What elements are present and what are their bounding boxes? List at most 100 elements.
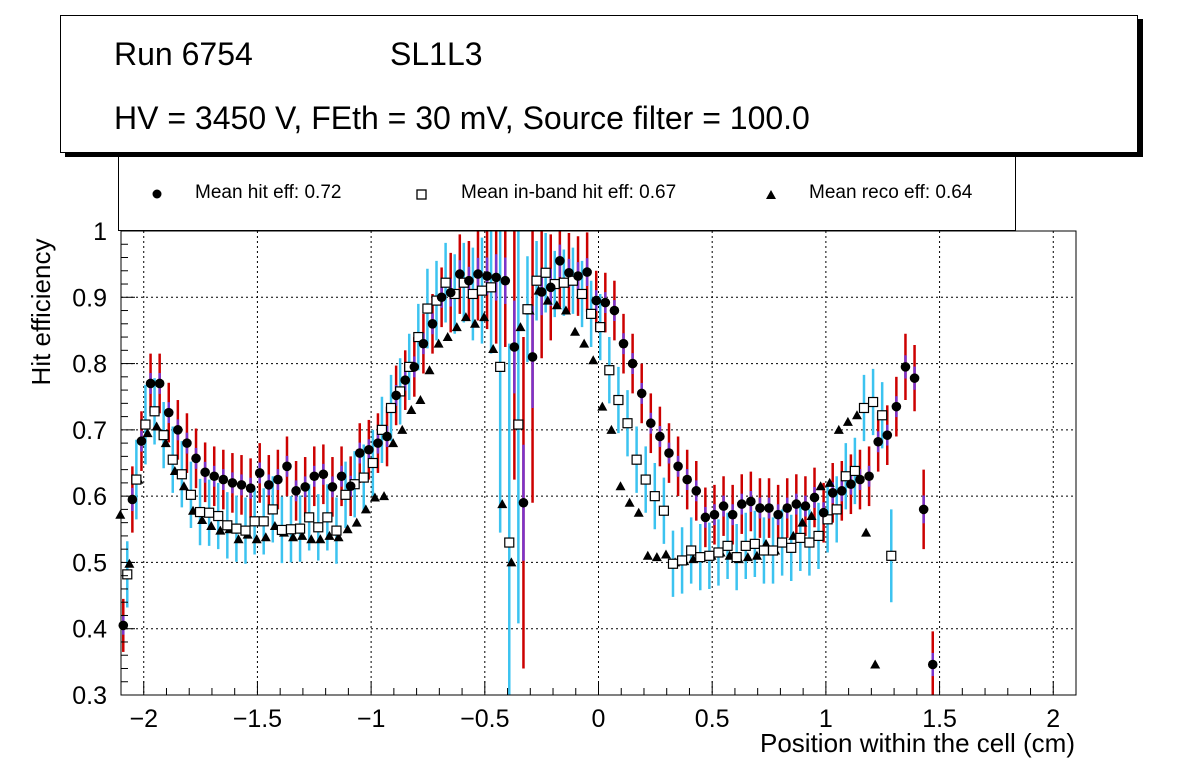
inband-eff-point [867, 396, 879, 408]
hit-eff-point [173, 425, 183, 435]
inband-eff-point [858, 402, 870, 414]
hit-eff-point [373, 438, 383, 448]
reco-eff-point [424, 365, 435, 375]
inband-eff-point [658, 505, 669, 516]
inband-eff-point [285, 524, 297, 535]
hit-eff-point [127, 494, 138, 505]
inband-eff-point [504, 537, 515, 548]
hit-eff-point [718, 501, 729, 511]
hit-eff-point [891, 401, 902, 412]
hit-eff-point [645, 418, 656, 429]
reco-eff-point [315, 534, 326, 544]
inband-eff-point [522, 304, 533, 315]
inband-eff-point [185, 489, 197, 500]
inband-eff-point [140, 419, 151, 430]
hit-eff-point [464, 275, 474, 286]
reco-eff-point [333, 532, 344, 542]
hit-eff-point [609, 305, 620, 316]
reco-eff-point [415, 395, 426, 405]
hit-eff-point [191, 453, 201, 464]
reco-eff-point [633, 507, 644, 517]
inband-eff-point [877, 410, 888, 421]
inband-eff-point [467, 288, 478, 300]
inband-eff-point [749, 538, 760, 549]
hit-eff-point [163, 407, 174, 418]
x-tick-label: 0 [592, 705, 606, 733]
reco-eff-point [851, 410, 862, 420]
inband-eff-point [213, 510, 224, 522]
reco-eff-point [351, 517, 362, 527]
hit-eff-point [345, 481, 356, 492]
inband-eff-point [676, 555, 688, 566]
y-tick-label: 0.8 [72, 351, 107, 379]
reco-eff-point [642, 550, 653, 560]
hit-eff-point [864, 471, 874, 482]
hit-eff-point [482, 271, 492, 281]
hit-eff-point [382, 431, 392, 442]
inband-eff-point [149, 406, 160, 417]
inband-eff-point [722, 540, 733, 551]
y-tick-label: 1 [93, 218, 107, 246]
hit-eff-point [800, 501, 811, 511]
legend-inband-eff: Mean in-band hit eff: 0.67 [461, 182, 677, 203]
legend-marker-triangle [766, 190, 776, 199]
inband-eff-point [367, 457, 378, 469]
inband-eff-point [558, 277, 569, 288]
reco-eff-point [460, 312, 471, 322]
x-tick-label: 0.5 [695, 705, 730, 733]
inband-eff-point [531, 275, 542, 286]
error-bars [122, 231, 934, 695]
hit-eff-point [182, 438, 192, 448]
inband-eff-point [376, 424, 388, 435]
reco-eff-point [842, 416, 853, 426]
inband-eff-point [304, 512, 315, 523]
reco-eff-point [497, 499, 508, 509]
reco-eff-point [251, 534, 262, 544]
reco-eff-point [870, 659, 881, 669]
hit-eff-point [582, 267, 592, 277]
hit-eff-point [336, 471, 347, 482]
reco-eff-point [606, 424, 617, 434]
hit-eff-point [273, 474, 283, 485]
hit-eff-point [764, 503, 774, 513]
run-number: Run 6754 [114, 36, 253, 72]
hit-eff-point [555, 256, 565, 266]
hit-eff-point [391, 390, 401, 401]
inband-eff-point [495, 361, 506, 372]
hit-eff-point [873, 436, 883, 447]
reco-eff-point [324, 530, 335, 540]
hit-eff-point [227, 478, 238, 488]
inband-eff-point [576, 288, 588, 300]
reco-eff-point [215, 525, 226, 535]
inband-eff-point [249, 516, 260, 527]
reco-eff-point [469, 318, 480, 328]
inband-eff-point [686, 545, 697, 556]
hit-eff-point [682, 474, 692, 485]
hit-eff-point [709, 509, 720, 520]
hit-eff-point [664, 448, 674, 458]
legend-marker-square [416, 189, 427, 200]
inband-eff-point [622, 418, 633, 429]
hit-eff-point [209, 471, 220, 482]
legend-hit-eff: Mean hit eff: 0.72 [195, 182, 342, 203]
y-tick-label: 0.9 [72, 284, 107, 312]
hit-eff-point [318, 469, 329, 480]
reco-eff-point [797, 517, 808, 527]
hit-eff-point [618, 338, 629, 349]
hit-eff-point [518, 497, 529, 508]
y-tick-label: 0.4 [72, 616, 107, 644]
hit-eff-point [364, 444, 374, 455]
reco-eff-point [342, 524, 353, 534]
hit-eff-point [918, 504, 929, 515]
inband-eff-point [176, 469, 187, 480]
x-tick-label: −0.5 [460, 705, 509, 733]
reco-eff-point [233, 534, 244, 544]
reco-eff-point [115, 509, 126, 519]
reco-eff-point [406, 404, 417, 414]
hit-eff-point [564, 267, 574, 278]
inband-eff-point [786, 542, 797, 553]
reco-eff-point [506, 557, 517, 567]
x-tick-label: −1 [357, 705, 386, 733]
hit-eff-point [400, 375, 411, 385]
hit-eff-point [218, 474, 229, 485]
